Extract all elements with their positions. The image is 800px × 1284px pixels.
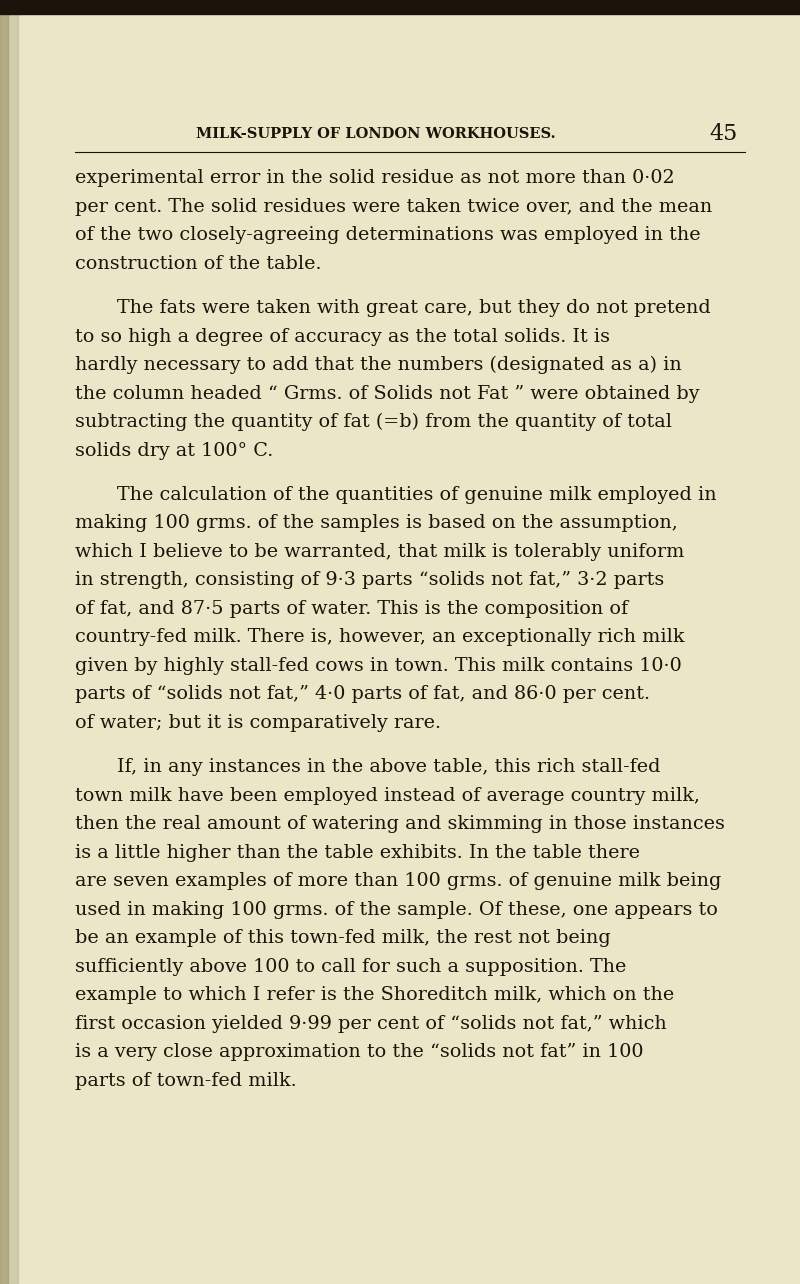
Text: is a very close approximation to the “solids not fat” in 100: is a very close approximation to the “so…: [75, 1043, 643, 1061]
Text: are seven examples of more than 100 grms. of genuine milk being: are seven examples of more than 100 grms…: [75, 872, 722, 890]
Text: MILK-SUPPLY OF LONDON WORKHOUSES.: MILK-SUPPLY OF LONDON WORKHOUSES.: [196, 127, 556, 140]
Text: which I believe to be warranted, that milk is tolerably uniform: which I believe to be warranted, that mi…: [75, 543, 684, 561]
Text: in strength, consisting of 9·3 parts “solids not fat,” 3·2 parts: in strength, consisting of 9·3 parts “so…: [75, 571, 664, 589]
Text: example to which I refer is the Shoreditch milk, which on the: example to which I refer is the Shoredit…: [75, 986, 674, 1004]
Text: town milk have been employed instead of average country milk,: town milk have been employed instead of …: [75, 787, 700, 805]
Text: The fats were taken with great care, but they do not pretend: The fats were taken with great care, but…: [117, 299, 710, 317]
Text: of fat, and 87·5 parts of water. This is the composition of: of fat, and 87·5 parts of water. This is…: [75, 600, 628, 618]
Text: parts of “solids not fat,” 4·0 parts of fat, and 86·0 per cent.: parts of “solids not fat,” 4·0 parts of …: [75, 686, 650, 704]
Text: country-fed milk. There is, however, an exceptionally rich milk: country-fed milk. There is, however, an …: [75, 628, 685, 646]
Text: 45: 45: [710, 122, 738, 145]
Text: first occasion yielded 9·99 per cent of “solids not fat,” which: first occasion yielded 9·99 per cent of …: [75, 1014, 666, 1032]
Bar: [0, 0, 8, 1284]
Text: construction of the table.: construction of the table.: [75, 256, 322, 273]
Text: to so high a degree of accuracy as the total solids. It is: to so high a degree of accuracy as the t…: [75, 327, 610, 345]
Text: is a little higher than the table exhibits. In the table there: is a little higher than the table exhibi…: [75, 844, 640, 862]
Text: solids dry at 100° C.: solids dry at 100° C.: [75, 442, 274, 460]
Text: making 100 grms. of the samples is based on the assumption,: making 100 grms. of the samples is based…: [75, 515, 678, 533]
Text: If, in any instances in the above table, this rich stall-fed: If, in any instances in the above table,…: [117, 758, 661, 776]
Text: subtracting the quantity of fat (=b) from the quantity of total: subtracting the quantity of fat (=b) fro…: [75, 413, 672, 431]
Text: sufficiently above 100 to call for such a supposition. The: sufficiently above 100 to call for such …: [75, 958, 626, 976]
Text: of water; but it is comparatively rare.: of water; but it is comparatively rare.: [75, 714, 441, 732]
Bar: [0, 0, 18, 1284]
Text: parts of town-fed milk.: parts of town-fed milk.: [75, 1072, 297, 1090]
Text: be an example of this town-fed milk, the rest not being: be an example of this town-fed milk, the…: [75, 930, 610, 948]
Text: given by highly stall-fed cows in town. This milk contains 10·0: given by highly stall-fed cows in town. …: [75, 657, 682, 675]
Text: hardly necessary to add that the numbers (designated as a) in: hardly necessary to add that the numbers…: [75, 356, 682, 375]
Text: the column headed “ Grms. of Solids not Fat ” were obtained by: the column headed “ Grms. of Solids not …: [75, 385, 699, 403]
Bar: [0, 0, 800, 14]
Text: used in making 100 grms. of the sample. Of these, one appears to: used in making 100 grms. of the sample. …: [75, 900, 718, 918]
Text: experimental error in the solid residue as not more than 0·02: experimental error in the solid residue …: [75, 169, 674, 187]
Text: per cent. The solid residues were taken twice over, and the mean: per cent. The solid residues were taken …: [75, 198, 712, 216]
Text: of the two closely-agreeing determinations was employed in the: of the two closely-agreeing determinatio…: [75, 226, 701, 244]
Text: The calculation of the quantities of genuine milk employed in: The calculation of the quantities of gen…: [117, 485, 717, 503]
Text: then the real amount of watering and skimming in those instances: then the real amount of watering and ski…: [75, 815, 725, 833]
